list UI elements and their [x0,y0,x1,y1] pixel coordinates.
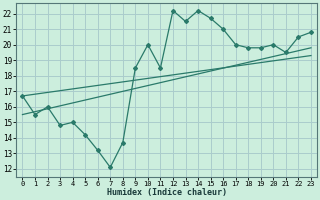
X-axis label: Humidex (Indice chaleur): Humidex (Indice chaleur) [107,188,227,197]
